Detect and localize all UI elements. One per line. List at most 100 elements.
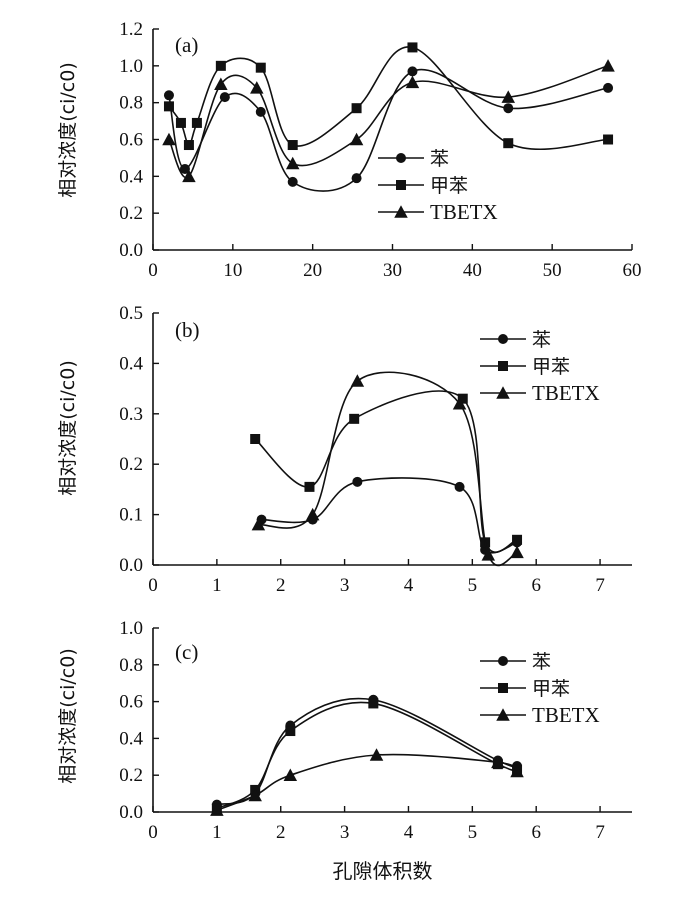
- legend: 苯甲苯 TBETX: [378, 148, 498, 224]
- triangle-marker: [452, 396, 467, 410]
- circle-marker: [219, 92, 230, 103]
- triangle-marker: [481, 548, 496, 561]
- y-tick-label: 0.8: [119, 655, 143, 676]
- circle-marker: [287, 176, 298, 187]
- square-marker: [498, 361, 508, 371]
- triangle-marker: [214, 77, 228, 90]
- y-tick-label: 1.2: [119, 19, 143, 40]
- x-tick-label: 50: [543, 260, 562, 281]
- x-tick-label: 4: [404, 575, 414, 596]
- x-tick-label: 40: [463, 260, 482, 281]
- triangle-marker: [182, 169, 196, 183]
- triangle-marker: [285, 156, 300, 170]
- panel-label: (b): [175, 318, 200, 342]
- y-tick-label: 0.0: [119, 240, 143, 261]
- legend-label: 甲苯: [430, 175, 468, 197]
- square-marker: [215, 60, 226, 71]
- x-tick-label: 2: [276, 822, 286, 843]
- triangle-marker: [491, 755, 505, 769]
- circle-marker: [351, 173, 362, 184]
- chart-panel-2: 0.0 0.1 0.2 0.3 0.4 0.5 0 1 2 3 4 5 6 7 (b) 相对浓度(ci/c0)…: [57, 303, 632, 596]
- triangle-marker: [162, 132, 176, 146]
- y-tick-label: 0.8: [119, 93, 143, 114]
- circle-marker: [498, 656, 508, 666]
- series-line: [168, 46, 609, 151]
- legend: 苯甲苯 TBETX: [480, 329, 600, 405]
- y-tick-label: 0.2: [119, 203, 143, 224]
- circle-marker: [454, 481, 465, 492]
- triangle-marker: [248, 788, 262, 802]
- x-tick-label: 3: [340, 575, 350, 596]
- x-tick-label: 20: [303, 260, 322, 281]
- chart-panel-1: 0.0 0.2 0.4 0.6 0.8 1.0 1.2 0 10 20 30 40 50 60 (a) 相对浓…: [57, 19, 642, 281]
- square-marker: [287, 140, 298, 151]
- square-marker: [349, 413, 360, 424]
- x-tick-label: 0: [148, 822, 158, 843]
- x-tick-label: 4: [404, 822, 414, 843]
- y-tick-label: 0.2: [119, 454, 143, 475]
- x-tick-label: 7: [595, 822, 605, 843]
- triangle-marker: [496, 386, 510, 399]
- y-tick-label: 0.6: [119, 692, 143, 713]
- y-tick-label: 0.0: [119, 555, 143, 576]
- series-line: [168, 65, 609, 179]
- triangle-marker: [369, 748, 384, 761]
- triangle-marker: [496, 708, 510, 721]
- x-tick-label: 3: [340, 822, 350, 843]
- legend-label: 苯: [532, 329, 551, 351]
- triangle-marker: [510, 764, 524, 778]
- square-marker: [351, 103, 362, 114]
- y-tick-label: 0.6: [119, 130, 143, 151]
- triangle-marker: [501, 90, 516, 103]
- y-tick-label: 1.0: [119, 56, 143, 77]
- triangle-marker: [250, 81, 264, 94]
- circle-marker: [603, 82, 614, 93]
- y-tick-label: 0.2: [119, 765, 143, 786]
- square-marker: [175, 117, 186, 128]
- x-tick-label: 60: [623, 260, 642, 281]
- circle-marker: [255, 106, 266, 117]
- y-tick-label: 0.1: [119, 505, 143, 526]
- triangle-marker: [210, 803, 224, 816]
- square-marker: [250, 434, 261, 444]
- x-tick-label: 5: [468, 575, 478, 596]
- chart-panel-3: 0.0 0.2 0.4 0.6 0.8 1.0 0 1 2 3 4 5 6 7 (c) 相对浓度(ci/c0)…: [57, 618, 632, 883]
- x-tick-label: 1: [212, 575, 222, 596]
- series-line: [168, 68, 609, 192]
- square-marker: [368, 698, 379, 709]
- square-marker: [503, 138, 514, 149]
- triangle-marker: [394, 205, 408, 218]
- circle-marker: [407, 66, 418, 77]
- y-axis-label: 相对浓度(ci/c0): [57, 62, 79, 198]
- legend-label: TBETX: [532, 703, 600, 727]
- circle-marker: [179, 163, 190, 174]
- x-tick-label: 0: [148, 260, 158, 281]
- x-tick-label: 2: [276, 575, 286, 596]
- x-tick-label: 6: [531, 575, 541, 596]
- series-line: [216, 697, 518, 806]
- x-tick-label: 6: [531, 822, 541, 843]
- square-marker: [457, 393, 468, 404]
- legend-label: 苯: [532, 651, 551, 673]
- square-marker: [396, 180, 406, 190]
- y-axis-label: 相对浓度(ci/c0): [57, 648, 79, 784]
- series-3: [162, 59, 615, 183]
- y-tick-label: 0.4: [119, 353, 143, 374]
- legend-label: 苯: [430, 148, 449, 170]
- x-tick-label: 1: [212, 822, 222, 843]
- square-marker: [183, 140, 194, 151]
- y-tick-label: 0.5: [119, 303, 143, 324]
- square-marker: [191, 117, 202, 128]
- square-marker: [603, 134, 614, 145]
- y-tick-label: 1.0: [119, 618, 143, 639]
- triangle-marker: [251, 517, 266, 531]
- x-tick-label: 0: [148, 575, 158, 596]
- y-axis-label: 相对浓度(ci/c0): [57, 360, 79, 496]
- triangle-marker: [349, 132, 364, 146]
- circle-marker: [163, 90, 174, 101]
- x-tick-label: 30: [383, 260, 402, 281]
- legend-label: TBETX: [430, 200, 498, 224]
- panel-label: (a): [175, 33, 198, 57]
- square-marker: [512, 534, 523, 545]
- triangle-marker: [510, 545, 524, 559]
